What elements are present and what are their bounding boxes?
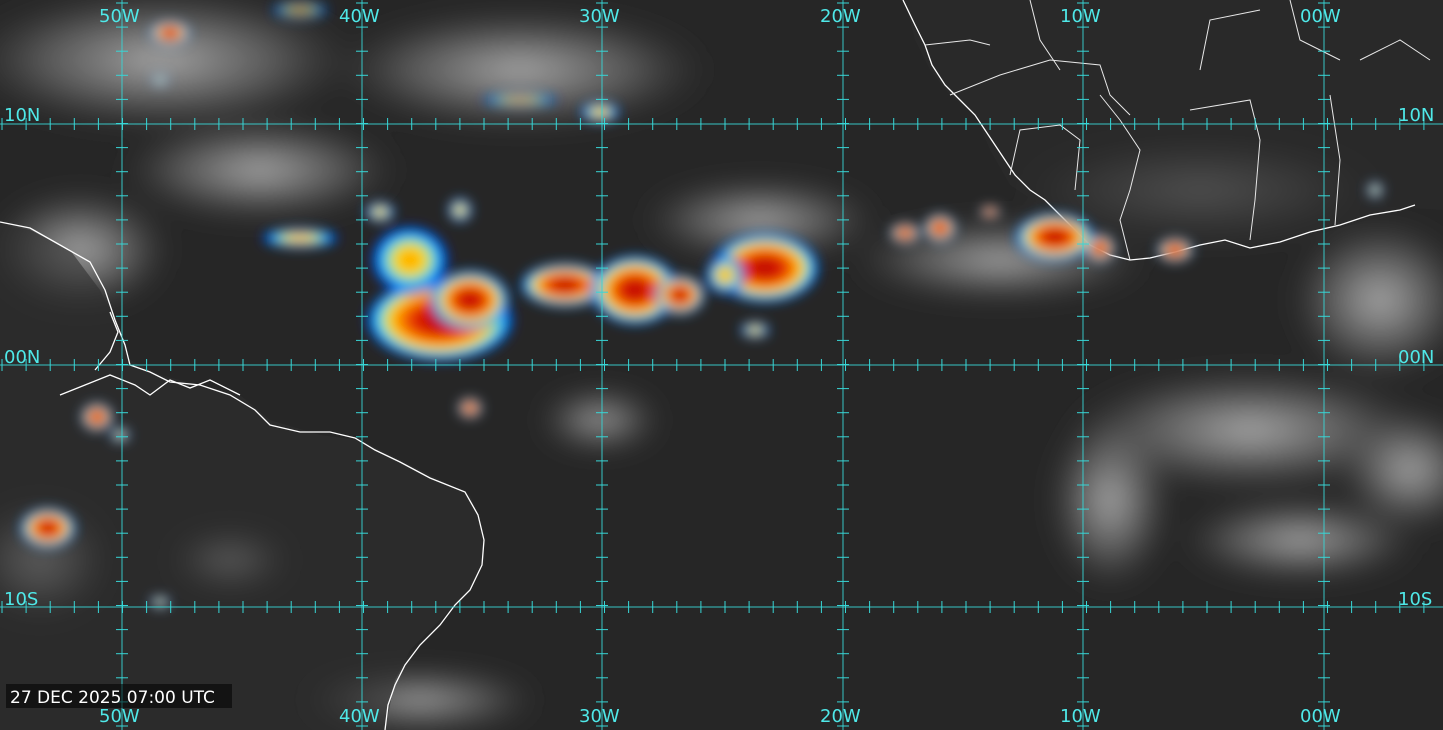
lon-label-10w-bottom: 10W xyxy=(1060,706,1101,727)
longitude-labels-bottom: 50W 40W 30W 20W 10W 00W xyxy=(99,706,1341,727)
coastline-south-america xyxy=(0,221,485,730)
lon-label-00w-bottom: 00W xyxy=(1300,706,1341,727)
lat-label-10n-right: 10N xyxy=(1398,105,1434,126)
lat-label-00n: 00N xyxy=(4,347,40,368)
lon-label-10w: 10W xyxy=(1060,6,1101,27)
lon-label-20w: 20W xyxy=(820,6,861,27)
lat-label-10n: 10N xyxy=(4,105,40,126)
lon-label-20w-bottom: 20W xyxy=(820,706,861,727)
lon-label-40w-bottom: 40W xyxy=(339,706,380,727)
lon-label-30w-bottom: 30W xyxy=(579,706,620,727)
lon-label-40w: 40W xyxy=(339,6,380,27)
lon-label-50w: 50W xyxy=(99,6,140,27)
timestamp: 27 DEC 2025 07:00 UTC xyxy=(10,688,215,708)
longitude-labels-top: 50W 40W 30W 20W 10W 00W xyxy=(99,6,1341,27)
timestamp-box: 27 DEC 2025 07:00 UTC xyxy=(6,684,232,708)
country-borders-africa xyxy=(924,0,1431,261)
lat-label-10s-right: 10S xyxy=(1398,589,1432,610)
landmass-africa xyxy=(905,0,1443,260)
lon-label-30w: 30W xyxy=(579,6,620,27)
latitude-labels-right: 10N 00N 10S xyxy=(1398,105,1434,610)
lon-label-50w-bottom: 50W xyxy=(99,706,140,727)
lat-label-00n-right: 00N xyxy=(1398,347,1434,368)
lat-label-10s: 10S xyxy=(4,589,38,610)
latitude-labels-left: 10N 00N 10S xyxy=(4,105,40,610)
convection-layer xyxy=(20,0,1383,608)
lon-label-00w: 00W xyxy=(1300,6,1341,27)
